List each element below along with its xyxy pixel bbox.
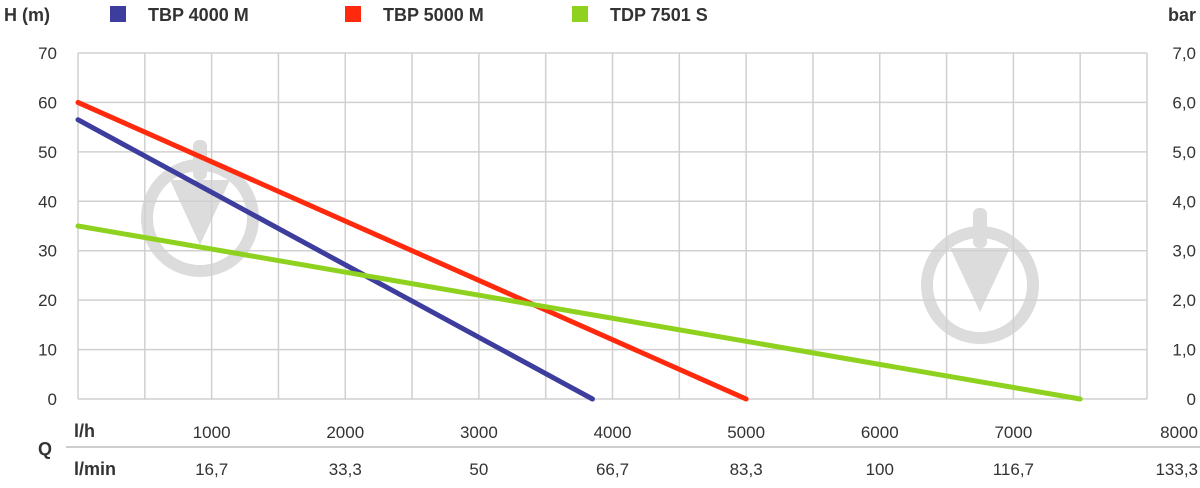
y-left-tick-label: 30 (38, 242, 57, 261)
y-left-tick-label: 10 (38, 341, 57, 360)
series-line (75, 223, 1083, 402)
x-tick-label-lmin: 50 (469, 460, 488, 479)
x-tick-label-lh: 1000 (193, 423, 231, 442)
tick-labels: 0 10 20 30 40 50 60 70 0 1,0 2,0 3,0 4,0 5,0 6,0 7,0 100… (38, 44, 1198, 479)
y-right-tick-label: 4,0 (1172, 192, 1196, 211)
x-tick-label-lh: 4000 (594, 423, 632, 442)
legend-label: TBP 4000 M (148, 5, 249, 25)
legend-swatch (345, 6, 361, 22)
x-tick-label-lmin: 66,7 (596, 460, 629, 479)
x-tick-label-lh: 6000 (861, 423, 899, 442)
y-right-tick-label: 3,0 (1172, 242, 1196, 261)
y-right-tick-label: 0 (1187, 390, 1196, 409)
y-right-tick-label: 2,0 (1172, 291, 1196, 310)
y-right-tick-label: 1,0 (1172, 341, 1196, 360)
y-left-tick-label: 20 (38, 291, 57, 310)
legend-label: TBP 5000 M (383, 5, 484, 25)
x-axis-letter: Q (38, 439, 52, 459)
y-left-axis-label: H (m) (4, 5, 50, 25)
legend-swatch (110, 6, 126, 22)
x-tick-label-lh: 2000 (326, 423, 364, 442)
x-tick-label-lmin: 83,3 (730, 460, 763, 479)
legend: TBP 4000 M TBP 5000 M TDP 7501 S (110, 5, 708, 25)
y-right-tick-label: 5,0 (1172, 143, 1196, 162)
y-left-tick-label: 60 (38, 93, 57, 112)
x-tick-label-lh: 7000 (994, 423, 1032, 442)
x-tick-label-lmin: 133,3 (1155, 460, 1198, 479)
y-right-axis-label: bar (1168, 5, 1196, 25)
x-row1-label: l/h (74, 421, 95, 441)
x-row2-label: l/min (74, 459, 116, 479)
x-tick-label-lmin: 100 (866, 460, 894, 479)
series-line (75, 99, 749, 402)
x-tick-label-lmin: 33,3 (329, 460, 362, 479)
x-tick-label-lmin: 116,7 (993, 460, 1034, 479)
y-left-tick-label: 40 (38, 192, 57, 211)
y-left-tick-label: 70 (38, 44, 57, 63)
chart-series (75, 99, 1083, 402)
x-tick-label-lh: 3000 (460, 423, 498, 442)
watermark-logo-right (921, 208, 1039, 344)
x-tick-label-lh: 8000 (1160, 423, 1198, 442)
y-right-tick-label: 7,0 (1172, 44, 1196, 63)
y-left-tick-label: 0 (48, 390, 57, 409)
y-right-tick-label: 6,0 (1172, 93, 1196, 112)
legend-swatch (572, 6, 588, 22)
y-left-tick-label: 50 (38, 143, 57, 162)
x-tick-label-lh: 5000 (727, 423, 765, 442)
series-line (75, 117, 595, 402)
legend-label: TDP 7501 S (610, 5, 708, 25)
x-tick-label-lmin: 16,7 (195, 460, 228, 479)
